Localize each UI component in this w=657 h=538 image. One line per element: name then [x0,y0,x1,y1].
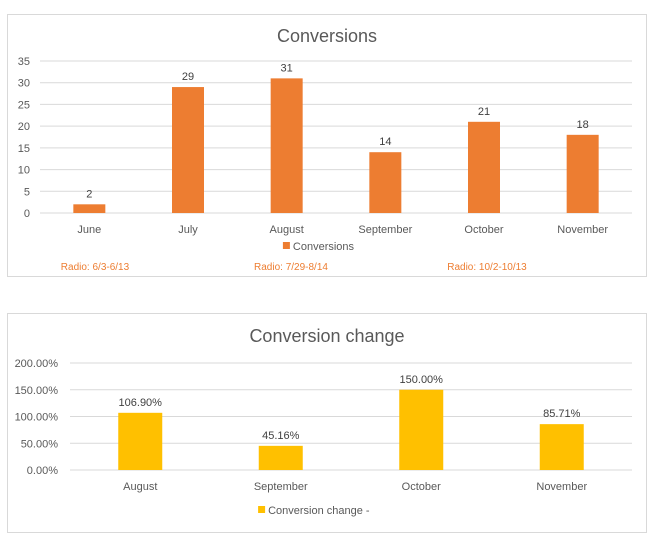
y-tick-label: 150.00% [15,385,59,397]
y-tick-label: 0 [24,208,30,220]
bar [258,445,303,470]
data-label: 45.16% [262,430,300,442]
chart-title: Conversion change [249,326,404,346]
data-label: 18 [577,119,589,131]
legend-label: Conversions [293,241,355,253]
y-tick-label: 25 [18,99,30,111]
bar [73,204,106,213]
x-tick-label: October [402,481,441,493]
y-tick-label: 15 [18,143,30,155]
chart-frame [7,14,647,277]
x-tick-label: August [123,481,157,493]
data-label: 31 [281,62,293,74]
x-tick-label: July [178,224,198,236]
x-tick-label: June [77,224,101,236]
x-tick-label: October [464,224,503,236]
x-tick-label: November [536,481,587,493]
bar [399,389,444,470]
y-tick-label: 20 [18,121,30,133]
bar [539,424,584,470]
y-tick-label: 200.00% [15,358,59,370]
chart-title: Conversions [277,26,377,46]
data-label: 29 [182,71,194,83]
legend-label: Conversion change - [268,505,370,517]
chart-frame [7,313,647,533]
data-label: 21 [478,106,490,118]
y-tick-label: 50.00% [21,438,59,450]
annotation: Radio: 10/2-10/13 [447,262,527,273]
y-tick-label: 0.00% [27,465,58,477]
y-tick-label: 5 [24,186,30,198]
bar [270,78,303,213]
x-tick-label: November [557,224,608,236]
bar [369,152,402,213]
data-label: 150.00% [400,374,444,386]
x-tick-label: September [358,224,412,236]
legend-swatch [282,242,290,249]
y-tick-label: 10 [18,165,30,177]
annotation: Radio: 6/3-6/13 [61,262,130,273]
y-tick-label: 30 [18,78,30,90]
bar [118,412,163,470]
x-tick-label: August [270,224,304,236]
annotation: Radio: 7/29-8/14 [254,262,328,273]
bar [566,134,599,213]
bar [468,121,500,213]
y-tick-label: 35 [18,56,30,68]
x-tick-label: September [254,481,308,493]
y-tick-label: 100.00% [15,412,59,424]
data-label: 14 [379,136,391,148]
data-label: 2 [86,188,92,200]
bar [172,87,204,213]
legend-swatch [258,506,266,513]
data-label: 106.90% [119,397,163,409]
data-label: 85.71% [543,408,581,420]
